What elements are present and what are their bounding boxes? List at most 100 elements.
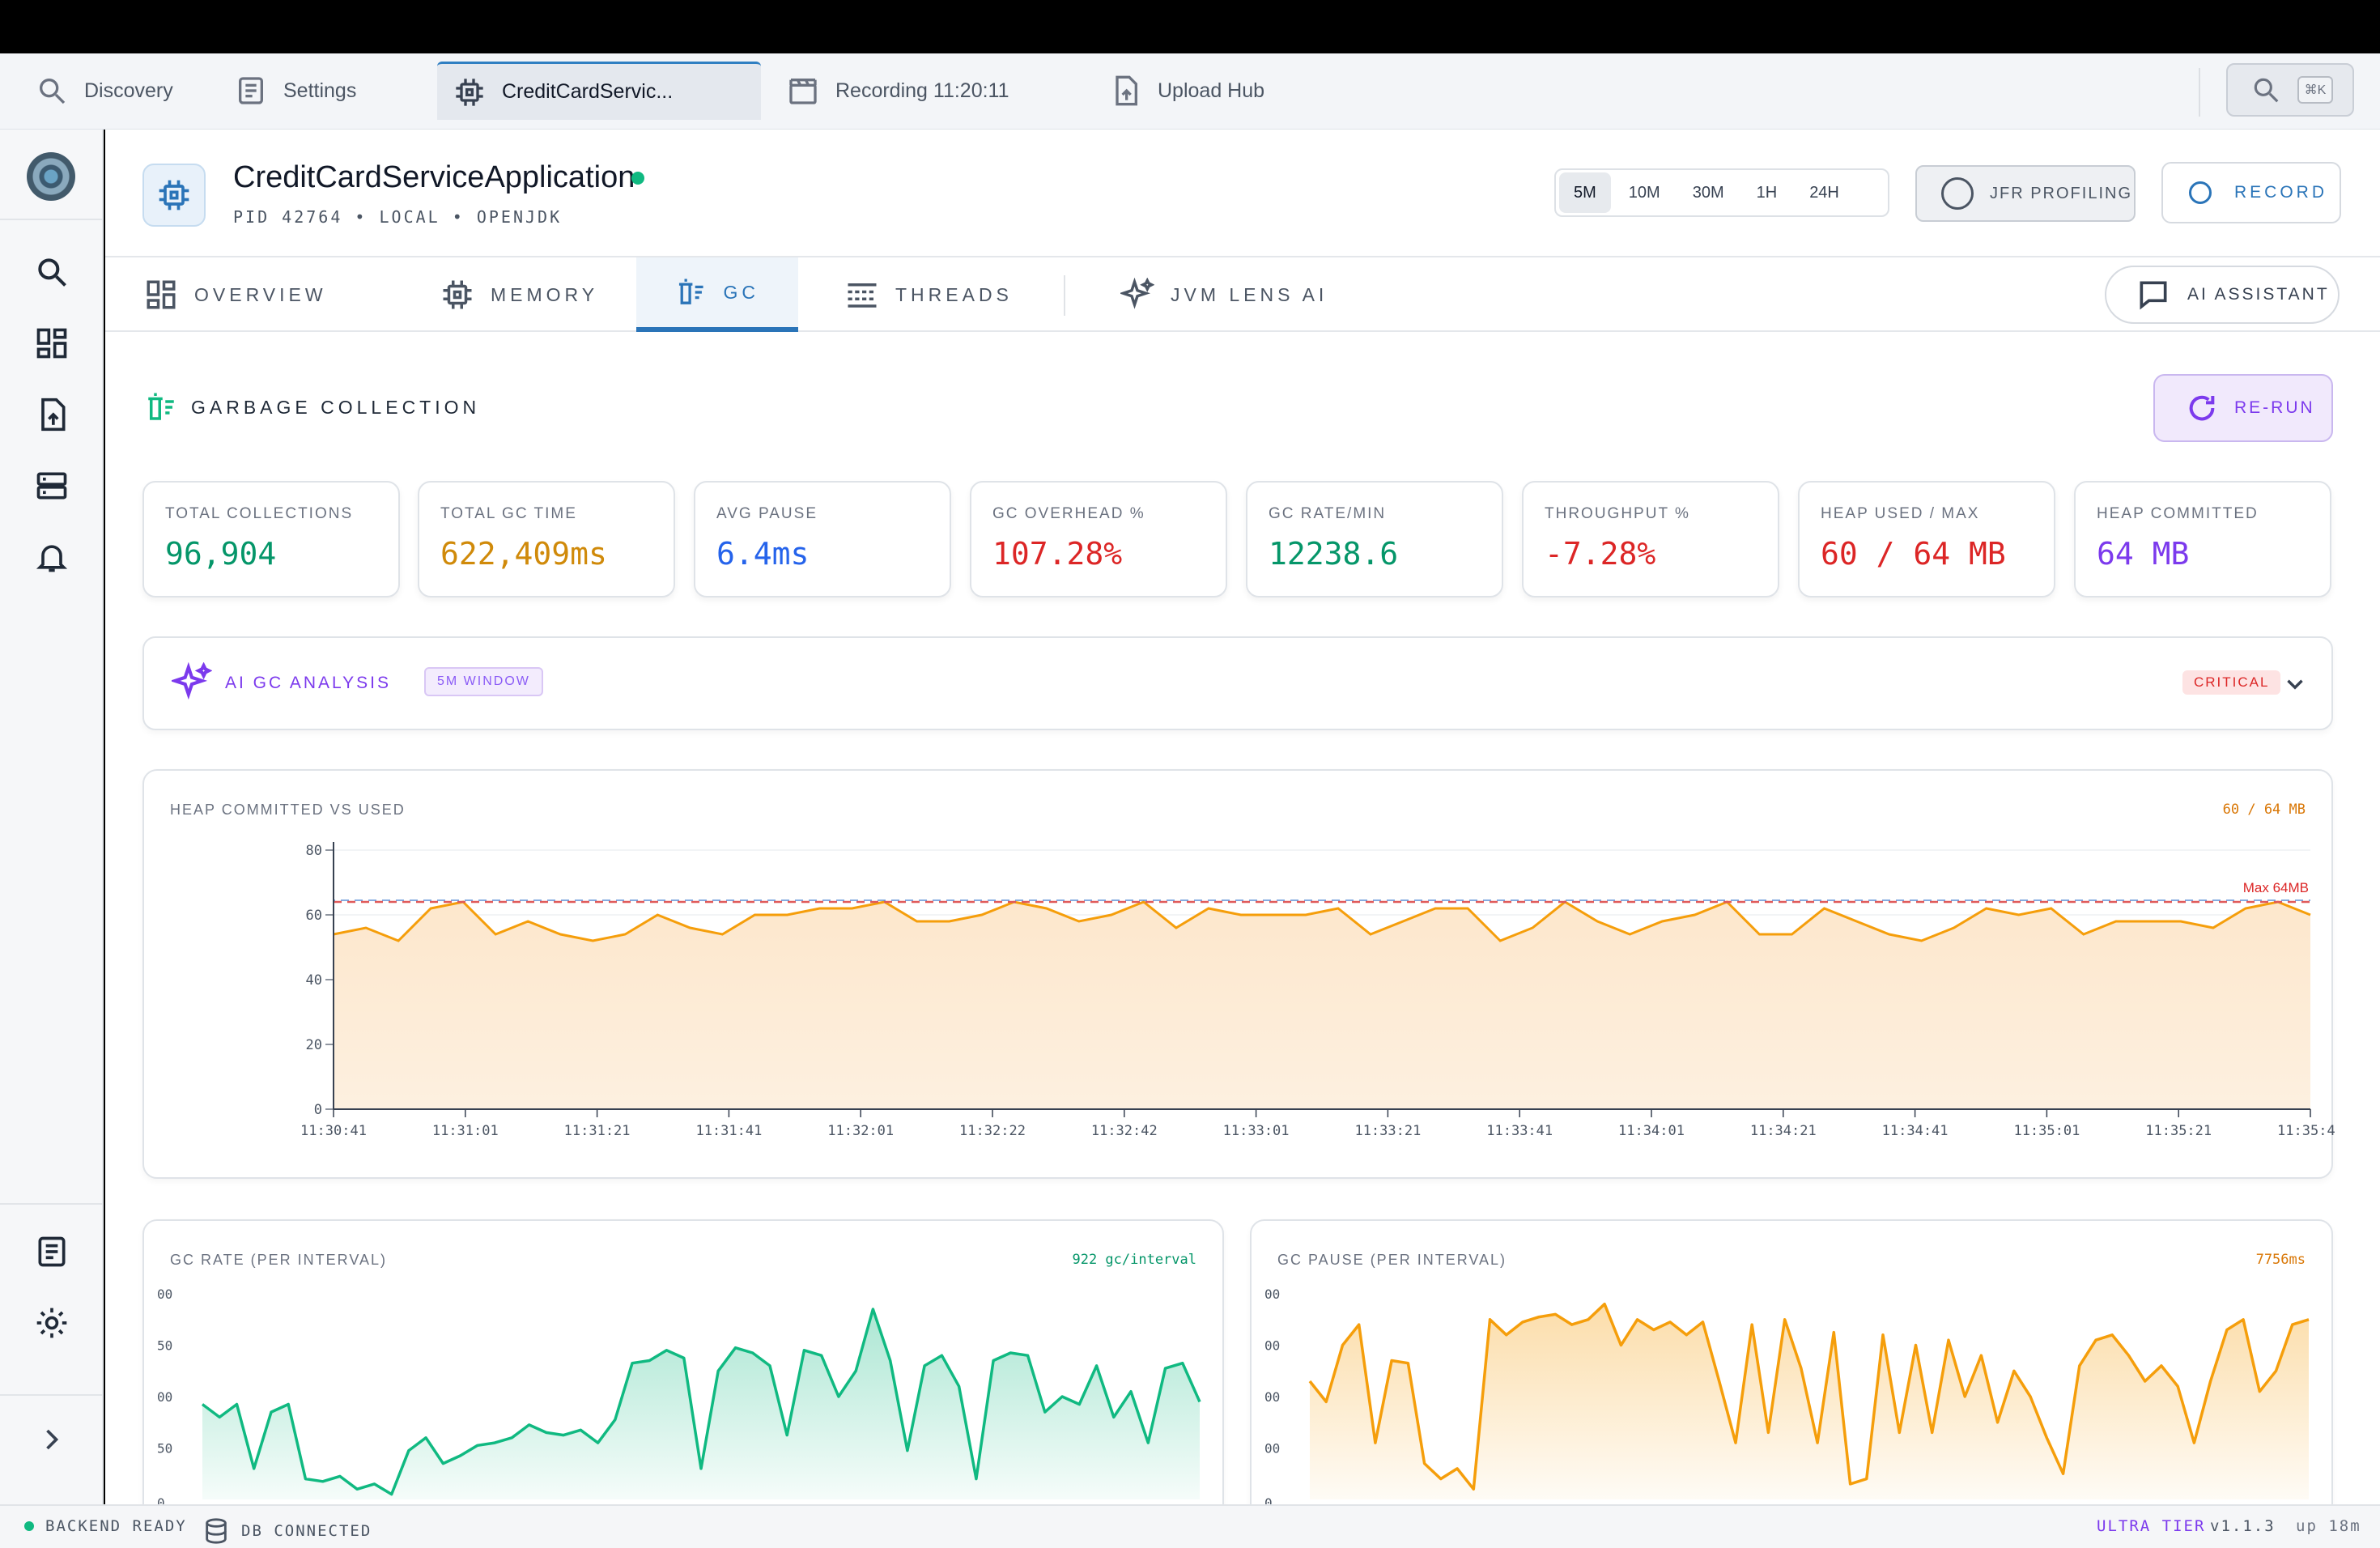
y-tick-label: 0: [157, 1495, 165, 1511]
kpi-label: GC RATE/MIN: [1269, 505, 1387, 522]
x-tick-label: 11:35:21: [2145, 1123, 2212, 1139]
series-line: [201, 1308, 1201, 1496]
tab-jvm-lens-ai[interactable]: JVM LENS AI: [1082, 257, 1366, 332]
kpi-label: THROUGHPUT %: [1545, 505, 1690, 522]
range-10m-button[interactable]: 10M: [1628, 183, 1660, 202]
series-area: [1310, 1303, 2309, 1499]
status-dot: [24, 1521, 34, 1531]
chart-title: GC PAUSE (PER INTERVAL): [1277, 1252, 1507, 1268]
threshold-label: Max 64MB: [2243, 880, 2309, 895]
kpi-card-avg-pause: AVG PAUSE 6.4ms: [694, 481, 951, 598]
series-area: [202, 1309, 1200, 1499]
chevron-right-icon: [46, 1429, 59, 1450]
x-tick-label: 11:33:21: [1354, 1123, 1421, 1139]
kpi-value: 12238.6: [1269, 536, 1399, 572]
kpi-label: GC OVERHEAD %: [992, 505, 1145, 522]
dashboard-icon: [147, 280, 176, 309]
app-logo[interactable]: [27, 152, 75, 201]
kpi-label: TOTAL COLLECTIONS: [165, 505, 354, 522]
tab-creditcard-service[interactable]: CreditCardServic...: [437, 62, 761, 120]
chat-icon: [2140, 281, 2167, 310]
app-title: CreditCardServiceApplication: [233, 160, 635, 194]
sidebar-item-search[interactable]: [29, 249, 74, 295]
upload-file-icon: [41, 398, 66, 432]
tab-discovery[interactable]: Discovery: [19, 62, 173, 120]
tab-label: OVERVIEW: [194, 283, 327, 305]
trash-sweep-icon: [148, 393, 174, 420]
kpi-card-gc-rate: GC RATE/MIN 12238.6: [1246, 481, 1503, 598]
threads-icon: [848, 283, 877, 308]
shortcut-key: ⌘K: [2297, 76, 2333, 104]
clapper-icon: [789, 79, 817, 104]
command-search-button[interactable]: ⌘K: [2226, 63, 2354, 117]
range-30m-button[interactable]: 30M: [1692, 183, 1724, 202]
kpi-value: 622,409ms: [440, 536, 607, 572]
kpi-value: 60 / 64 MB: [1821, 536, 2006, 572]
tab-label: Settings: [283, 79, 357, 102]
tab-recording[interactable]: Recording 11:20:11: [771, 62, 1009, 120]
backend-status: BACKEND READY: [24, 1517, 187, 1535]
sidebar-item-dashboard[interactable]: [29, 321, 74, 366]
status-dot: [631, 172, 644, 185]
rerun-button[interactable]: RE-RUN: [2153, 374, 2333, 442]
y-tick-label: 00: [1264, 1338, 1280, 1354]
y-tick-label: 50: [157, 1441, 172, 1457]
ai-assistant-button[interactable]: AI ASSISTANT: [2105, 266, 2340, 324]
chart-title: GC RATE (PER INTERVAL): [170, 1252, 388, 1268]
tab-threads[interactable]: THREADS: [806, 257, 1052, 332]
chart-title: HEAP COMMITTED VS USED: [170, 802, 406, 818]
section-title-text: GARBAGE COLLECTION: [191, 396, 481, 418]
db-status: DB CONNECTED: [202, 1517, 372, 1545]
tab-memory[interactable]: MEMORY: [402, 257, 637, 332]
y-tick-label: 0: [314, 1102, 322, 1118]
storage-icon: [36, 472, 67, 500]
sidebar-item-settings[interactable]: [29, 1300, 74, 1346]
sidebar-expand-button[interactable]: [29, 1417, 74, 1462]
bell-icon: [36, 545, 68, 572]
section-title: GARBAGE COLLECTION: [144, 390, 480, 424]
tab-upload-hub[interactable]: Upload Hub: [1093, 62, 1264, 120]
severity-badge: CRITICAL: [2182, 670, 2281, 695]
chart-value-label: 922 gc/interval: [1072, 1252, 1196, 1268]
ai-analysis-panel[interactable]: AI GC ANALYSIS 5M WINDOW CRITICAL: [142, 636, 2333, 730]
database-icon: [206, 1518, 227, 1544]
sidebar-item-storage[interactable]: [29, 463, 74, 508]
y-tick-label: 00: [1264, 1441, 1280, 1457]
record-button[interactable]: RECORD: [2161, 162, 2341, 223]
range-5m-button[interactable]: 5M: [1559, 172, 1611, 213]
chip-icon: [456, 78, 483, 106]
y-tick-label: 00: [1264, 1286, 1280, 1302]
range-24h-button[interactable]: 24H: [1809, 183, 1839, 202]
time-range-selector: 5M 10M 30M 1H 24H: [1554, 168, 1889, 217]
series-line: [1308, 1302, 2310, 1491]
tab-gc[interactable]: GC: [636, 257, 798, 332]
tab-settings[interactable]: Settings: [219, 62, 356, 120]
kpi-label: HEAP USED / MAX: [1821, 505, 1980, 522]
tab-label: GC: [723, 281, 759, 303]
kpi-card-heap-committed: HEAP COMMITTED 64 MB: [2074, 481, 2331, 598]
sparkle-icon: [172, 662, 212, 700]
kpi-card-total-gc-time: TOTAL GC TIME 622,409ms: [418, 481, 675, 598]
y-tick-label: 80: [306, 843, 322, 859]
tab-label: THREADS: [895, 283, 1013, 305]
heap-chart-card: HEAP COMMITTED VS USED 60 / 64 MB 0 20 40 6…: [142, 769, 2335, 1179]
heap-used-line: [333, 900, 2311, 942]
sidebar-divider: [0, 219, 104, 220]
x-tick-label: 11:31:01: [432, 1123, 499, 1139]
search-icon: [38, 258, 66, 287]
sidebar-item-alerts[interactable]: [29, 534, 74, 580]
rerun-label: RE-RUN: [2234, 398, 2315, 417]
y-tick-label: 40: [306, 972, 322, 989]
heap-area: [334, 902, 2310, 1109]
sidebar-item-upload[interactable]: [29, 392, 74, 437]
sparkle-icon: [1120, 278, 1154, 309]
gc-pause-chart-plot: 0000000001:30:41.70011:31:31.70311:32:22…: [1264, 1286, 2318, 1530]
tab-overview[interactable]: OVERVIEW: [105, 257, 366, 332]
db-status-text: DB CONNECTED: [241, 1522, 372, 1540]
uptime-label: up 18m: [2296, 1517, 2361, 1535]
tab-label: Discovery: [84, 79, 173, 102]
sidebar-item-logs[interactable]: [29, 1229, 74, 1274]
jfr-profiling-toggle[interactable]: JFR PROFILING: [1915, 165, 2136, 222]
range-1h-button[interactable]: 1H: [1756, 183, 1778, 202]
chevron-down-icon[interactable]: [2281, 670, 2309, 698]
